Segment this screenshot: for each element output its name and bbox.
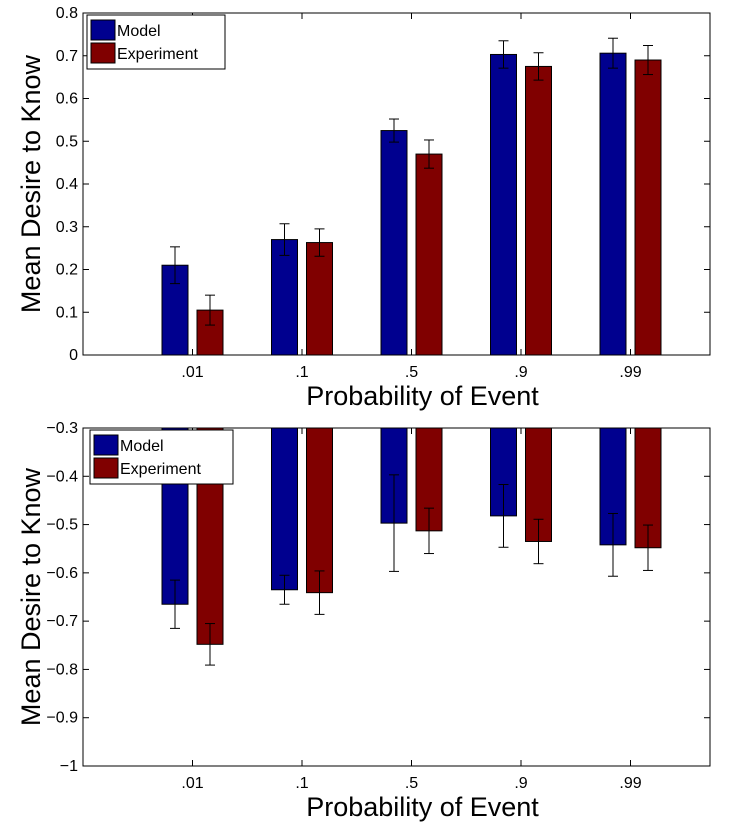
y-tick-label: −0.9	[46, 710, 78, 727]
error-bar-experiment-1	[314, 570, 325, 615]
error-bar-model-3	[498, 40, 509, 69]
bar-model-1	[271, 427, 298, 591]
y-tick-label: 0.5	[56, 133, 78, 150]
y-tick-label: 0.8	[56, 5, 78, 22]
error-bar-model-4	[608, 37, 618, 69]
y-tick-label: 0.7	[56, 48, 78, 65]
x-axis-title: Probability of Event	[306, 381, 539, 411]
bar-experiment-1	[306, 427, 333, 594]
axes-box	[82, 427, 711, 767]
error-bar-experiment-3	[533, 518, 544, 565]
error-bar-experiment-0	[205, 623, 215, 666]
x-tick-label: .99	[619, 775, 641, 792]
error-bar-experiment-0	[205, 294, 215, 326]
x-tick-label: .01	[181, 364, 203, 381]
legend: Model Experiment	[86, 14, 226, 70]
error-bar-experiment-3	[533, 52, 544, 81]
error-bar-model-2	[389, 474, 399, 572]
x-tick-label: .99	[619, 364, 641, 381]
error-bar-model-2	[389, 118, 399, 143]
legend-label-experiment: Experiment	[120, 461, 201, 478]
x-tick-label: .5	[405, 775, 418, 792]
legend-label-model: Model	[120, 438, 164, 455]
y-tick-label: 0.1	[56, 304, 78, 321]
error-bar-model-1	[279, 574, 290, 605]
error-bar-experiment-4	[643, 44, 653, 76]
legend-swatch-model	[90, 19, 116, 41]
error-bar-experiment-2	[424, 507, 434, 555]
x-tick-label: .1	[295, 364, 308, 381]
y-tick-label: −0.8	[46, 661, 78, 678]
y-tick-label: −0.5	[46, 517, 78, 534]
legend-label-experiment: Experiment	[117, 46, 198, 63]
y-tick-label: 0.2	[56, 262, 78, 279]
x-tick-label: .5	[405, 364, 418, 381]
x-tick-label: .9	[514, 364, 527, 381]
error-bar-model-1	[279, 223, 290, 256]
legend-swatch-experiment	[90, 42, 116, 64]
y-tick-label: −0.4	[46, 468, 78, 485]
legend-label-model: Model	[117, 23, 161, 40]
top-bar-chart: 0 0.1 0.2 0.3 0.4 0.5 0.6 0.7 0.8 .01 .1 .5 .9 .99 Pro…	[16, 5, 711, 411]
bar-model-4	[599, 52, 627, 356]
bottom-bar-chart: −1 −0.9 −0.8 −0.7 −0.6 −0.5 −0.4 −0.3 .01 .1 .5 .9.…	[16, 420, 711, 822]
y-tick-label: −0.6	[46, 565, 78, 582]
bar-model-1	[271, 239, 298, 356]
y-axis-title: Mean Desire to Know	[16, 467, 46, 726]
y-tick-label: −0.3	[46, 420, 78, 437]
bar-model-2	[380, 130, 408, 356]
error-bar-experiment-4	[643, 524, 653, 571]
bar-experiment-1	[306, 242, 333, 356]
x-tick-label: .1	[295, 775, 308, 792]
y-tick-label: −1	[60, 758, 78, 775]
error-bar-model-0	[170, 579, 180, 629]
x-axis-title: Probability of Event	[306, 792, 539, 822]
y-axis-title: Mean Desire to Know	[16, 54, 46, 313]
bar-experiment-2	[415, 153, 443, 356]
error-bar-model-3	[498, 483, 509, 548]
y-tick-label: 0	[69, 347, 78, 364]
error-bar-model-4	[608, 512, 618, 577]
x-tick-label: .01	[181, 775, 203, 792]
error-bar-experiment-1	[314, 228, 325, 257]
error-bar-model-0	[170, 246, 180, 285]
legend: Model Experiment	[89, 429, 234, 485]
y-tick-label: 0.4	[56, 176, 78, 193]
y-tick-label: 0.6	[56, 91, 78, 108]
bar-model-3	[490, 53, 517, 356]
bar-experiment-3	[525, 65, 552, 356]
bar-experiment-4	[634, 59, 662, 356]
y-tick-label: −0.7	[46, 613, 78, 630]
error-bar-experiment-2	[424, 139, 434, 169]
y-tick-label: 0.3	[56, 219, 78, 236]
legend-swatch-experiment	[93, 457, 119, 479]
x-tick-label: .9	[514, 775, 527, 792]
legend-swatch-model	[93, 434, 119, 456]
